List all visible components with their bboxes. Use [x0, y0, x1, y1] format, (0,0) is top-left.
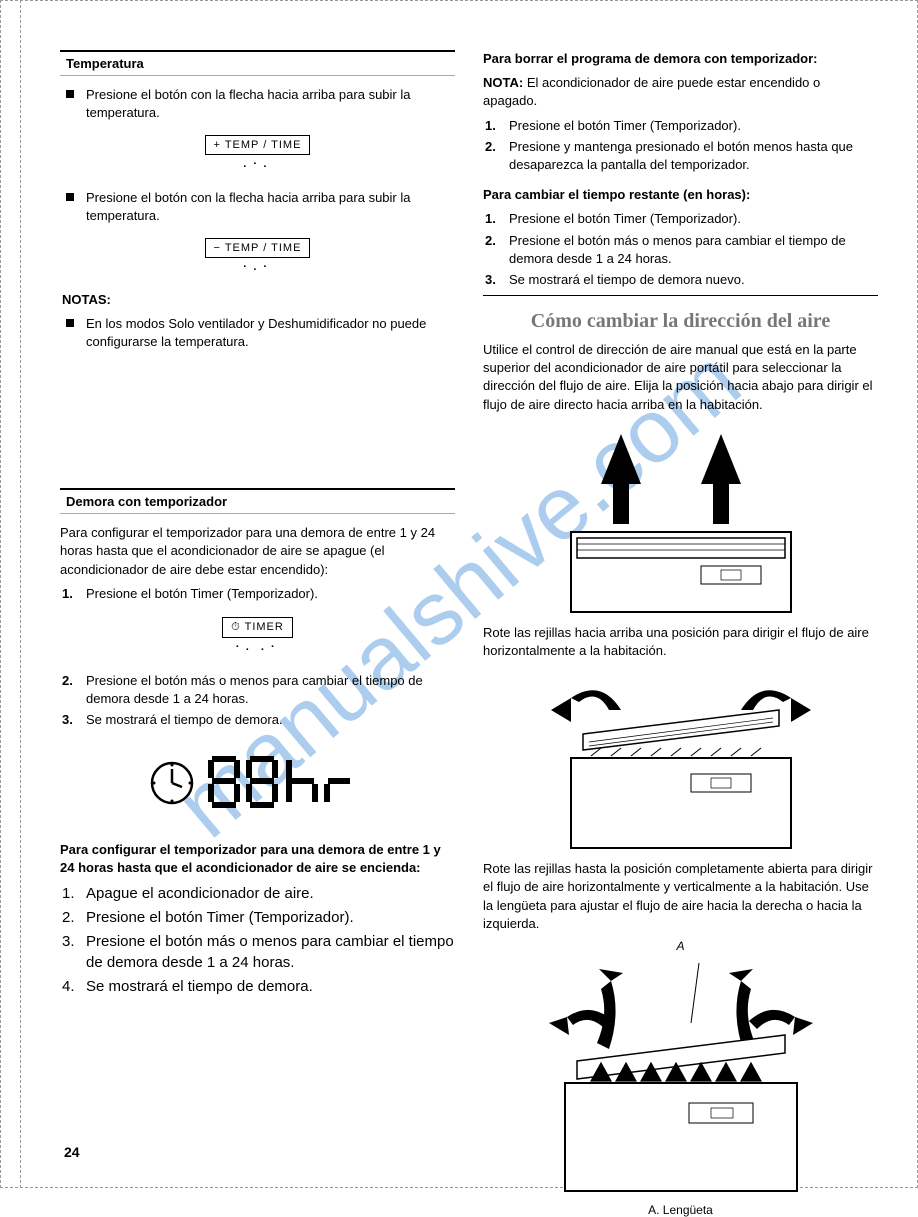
divider	[483, 295, 878, 296]
timer-heading-block: Demora con temporizador	[60, 488, 455, 514]
step-number: 1.	[485, 210, 501, 228]
timer-off-steps: 1. Presione el botón Timer (Temporizador)…	[62, 585, 455, 603]
step-number: 2.	[485, 138, 501, 174]
temp-bullet-1-text: Presione el botón con la flecha hacia ar…	[86, 86, 455, 121]
temp-minus-label: − TEMP / TIME	[205, 238, 311, 258]
timer-intro: Para configurar el temporizador para una…	[60, 524, 455, 579]
step-text: Presione y mantenga presionado el botón …	[509, 138, 878, 174]
delete-steps: 1. Presione el botón Timer (Temporizador)…	[485, 117, 878, 175]
caption-a: A. Lengüeta	[483, 1203, 878, 1217]
temp-plus-button-figure: + TEMP / TIME ⠄⠂⠄	[60, 135, 455, 171]
temp-bullet-2-text: Presione el botón con la flecha hacia ar…	[86, 189, 455, 224]
step-number: 1.	[485, 117, 501, 135]
timer-button-figure: ⏱ TIMER ⠂⠄ ⠄⠂	[60, 617, 455, 654]
delete-note: NOTA: El acondicionador de aire puede es…	[483, 74, 878, 110]
notas-bullet: En los modos Solo ventilador y Deshumidi…	[66, 315, 455, 350]
air-diagram-3	[483, 963, 878, 1193]
notas-bullet-text: En los modos Solo ventilador y Deshumidi…	[86, 315, 455, 350]
step-text: Presione el botón más o menos para cambi…	[509, 232, 878, 268]
step-text: Presione el botón Timer (Temporizador).	[509, 117, 741, 135]
step-number: 2.	[62, 907, 78, 928]
timer-display-figure	[60, 754, 455, 813]
step-text: Presione el botón Timer (Temporizador).	[86, 585, 318, 603]
step-number: 4.	[62, 976, 78, 997]
step-number: 1.	[62, 883, 78, 904]
timer-heading: Demora con temporizador	[60, 491, 455, 512]
temp-minus-button-figure: − TEMP / TIME ⠂⠄⠂	[60, 238, 455, 274]
timer-button-label: ⏱ TIMER	[222, 617, 293, 638]
change-steps: 1. Presione el botón Timer (Temporizador)…	[485, 210, 878, 289]
step-number: 3.	[62, 931, 78, 973]
temperatura-heading: Temperatura	[60, 53, 455, 74]
timer-on-steps: 1. Apague el acondicionador de aire. 2. Pr…	[62, 883, 455, 997]
step-text: Se mostrará el tiempo de demora.	[86, 976, 313, 997]
step-text: Presione el botón más o menos para cambi…	[86, 931, 455, 973]
nota-text: El acondicionador de aire puede estar en…	[483, 75, 820, 108]
step-text: Presione el botón Timer (Temporizador).	[509, 210, 741, 228]
nota-label: NOTA:	[483, 75, 523, 90]
temp-bullet-1: Presione el botón con la flecha hacia ar…	[66, 86, 455, 121]
square-bullet-icon	[66, 319, 74, 327]
braille-dots: ⠂⠄⠂	[205, 261, 311, 274]
braille-dots: ⠂⠄ ⠄⠂	[222, 641, 293, 654]
right-column: Para borrar el programa de demora con te…	[483, 40, 878, 1217]
square-bullet-icon	[66, 90, 74, 98]
seven-segment-display	[208, 754, 368, 813]
step-number: 2.	[62, 672, 78, 708]
air-position-2: Rote las rejillas hacia arriba una posic…	[483, 624, 878, 660]
temp-bullet-2: Presione el botón con la flecha hacia ar…	[66, 189, 455, 224]
temp-plus-label: + TEMP / TIME	[205, 135, 311, 155]
square-bullet-icon	[66, 193, 74, 201]
step-number: 2.	[485, 232, 501, 268]
temperatura-heading-block: Temperatura	[60, 50, 455, 76]
step-number: 1.	[62, 585, 78, 603]
step-number: 3.	[62, 711, 78, 729]
step-text: Apague el acondicionador de aire.	[86, 883, 314, 904]
step-text: Presione el botón Timer (Temporizador).	[86, 907, 354, 928]
air-position-3: Rote las rejillas hasta la posición comp…	[483, 860, 878, 933]
delete-heading: Para borrar el programa de demora con te…	[483, 50, 878, 68]
step-number: 3.	[485, 271, 501, 289]
air-diagram-1	[483, 424, 878, 614]
step-text: Se mostrará el tiempo de demora.	[86, 711, 283, 729]
label-a: A	[483, 939, 878, 953]
notas-heading: NOTAS:	[62, 292, 455, 307]
timer-off-steps-2: 2.Presione el botón más o menos para cam…	[62, 672, 455, 730]
left-column: Temperatura Presione el botón con la fle…	[60, 40, 455, 1217]
timer-on-subheading: Para configurar el temporizador para una…	[60, 841, 455, 877]
step-text: Se mostrará el tiempo de demora nuevo.	[509, 271, 745, 289]
step-text: Presione el botón más o menos para cambi…	[86, 672, 455, 708]
braille-dots: ⠄⠂⠄	[205, 158, 311, 171]
change-heading: Para cambiar el tiempo restante (en hora…	[483, 186, 878, 204]
air-direction-heading: Cómo cambiar la dirección del aire	[483, 310, 878, 333]
page-dashed-left	[20, 0, 21, 1188]
air-intro: Utilice el control de dirección de aire …	[483, 341, 878, 414]
air-diagram-2	[483, 670, 878, 850]
clock-icon	[148, 759, 196, 807]
